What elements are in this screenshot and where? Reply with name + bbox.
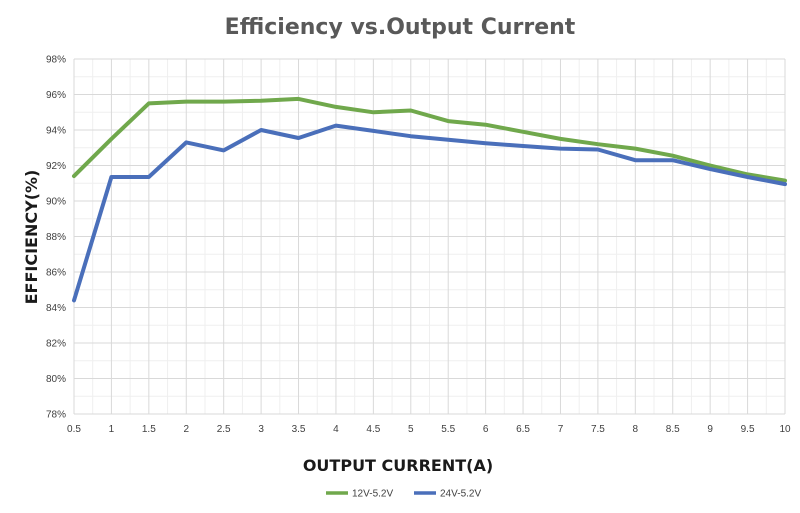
x-tick-label: 6.5 <box>516 424 530 435</box>
x-tick-label: 5.5 <box>441 424 455 435</box>
y-tick-label: 84% <box>46 303 66 314</box>
x-tick-label: 5 <box>408 424 414 435</box>
y-tick-label: 98% <box>46 55 66 66</box>
x-tick-label: 4 <box>333 424 339 435</box>
y-tick-label: 78% <box>46 410 66 421</box>
x-tick-label: 6 <box>483 424 489 435</box>
y-axis-ticks: 78% 80% 82% 84% 86% 88% 90% 92% 94% 96% 98% <box>46 55 66 421</box>
x-tick-label: 7.5 <box>591 424 605 435</box>
series-line-24v-5-2v <box>72 123 787 303</box>
y-tick-label: 90% <box>46 197 66 208</box>
series-line-12v-5-2v <box>72 96 787 183</box>
y-tick-label: 80% <box>46 374 66 385</box>
y-tick-label: 92% <box>46 161 66 172</box>
legend: 12V-5.2V 24V-5.2V <box>326 489 481 500</box>
x-tick-label: 1.5 <box>142 424 156 435</box>
x-tick-label: 3 <box>258 424 264 435</box>
legend-label: 12V-5.2V <box>352 489 393 500</box>
x-tick-label: 8 <box>633 424 639 435</box>
x-tick-label: 9.5 <box>741 424 755 435</box>
x-tick-label: 2.5 <box>217 424 231 435</box>
y-tick-label: 82% <box>46 339 66 350</box>
y-tick-label: 86% <box>46 268 66 279</box>
x-tick-label: 1 <box>109 424 115 435</box>
y-tick-label: 96% <box>46 90 66 101</box>
x-tick-label: 4.5 <box>366 424 380 435</box>
x-tick-label: 3.5 <box>292 424 306 435</box>
grid <box>73 58 786 415</box>
y-tick-label: 94% <box>46 126 66 137</box>
y-tick-label: 88% <box>46 232 66 243</box>
series-lines <box>72 96 787 303</box>
x-tick-label: 7 <box>558 424 564 435</box>
x-tick-label: 2 <box>183 424 189 435</box>
legend-label: 24V-5.2V <box>440 489 481 500</box>
x-axis-title: OUTPUT CURRENT(A) <box>303 456 493 475</box>
y-axis-title: EFFICIENCY(%) <box>22 170 41 305</box>
x-tick-label: 9 <box>707 424 713 435</box>
x-axis-ticks: 0.5 1 1.5 2 2.5 3 3.5 4 4.5 5 5.5 6 6.5 7 7.5 8 8.5 9 9.5 1… <box>67 424 791 435</box>
x-tick-label: 10 <box>779 424 791 435</box>
x-tick-label: 8.5 <box>666 424 680 435</box>
x-tick-label: 0.5 <box>67 424 81 435</box>
chart-title: Efficiency vs.Output Current <box>225 15 576 40</box>
